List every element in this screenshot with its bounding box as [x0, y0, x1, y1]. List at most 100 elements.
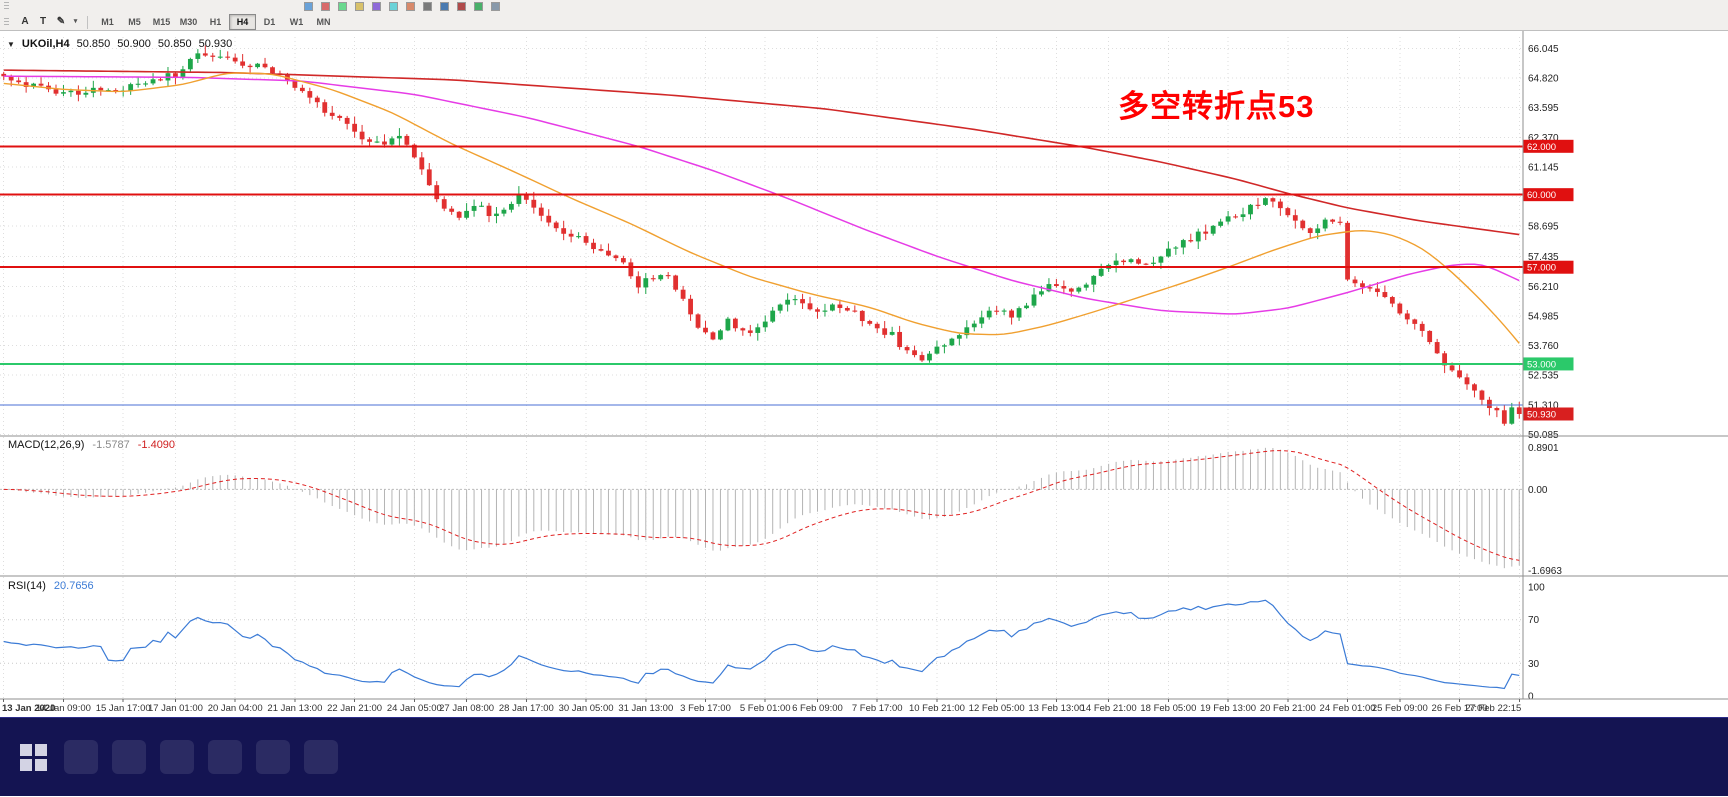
ohlc-low: 50.850 [157, 38, 192, 50]
candle [598, 249, 604, 251]
toolbar-icon[interactable] [457, 2, 466, 11]
chart-canvas[interactable]: 66.04564.82063.59562.37061.14559.92058.6… [0, 31, 1728, 717]
candle [501, 209, 507, 214]
candle [1151, 262, 1156, 264]
candle [852, 310, 858, 312]
taskbar-app-icon[interactable] [64, 740, 98, 774]
text-tool[interactable]: A [16, 14, 34, 30]
price-scale: 66.04564.82063.59562.37061.14559.92058.6… [1528, 44, 1562, 703]
candle [606, 250, 611, 256]
candle [1404, 313, 1410, 320]
candle [344, 117, 350, 124]
timeframe-button-m5[interactable]: M5 [121, 14, 148, 30]
candle [1300, 220, 1306, 229]
candle [643, 278, 649, 288]
candle [874, 323, 880, 329]
svg-text:14 Jan 09:00: 14 Jan 09:00 [36, 703, 91, 714]
candle [568, 233, 574, 237]
draw-tool-caret[interactable]: ▾ [70, 14, 81, 30]
toolbar-separator [87, 15, 88, 29]
candle [1083, 284, 1089, 288]
candle [1509, 407, 1515, 424]
toolbar-icon[interactable] [338, 2, 347, 11]
candle [441, 199, 447, 209]
timeframe-button-h4[interactable]: H4 [229, 14, 256, 30]
candle [591, 242, 596, 250]
svg-text:60.000: 60.000 [1527, 190, 1556, 201]
timeframe-button-h1[interactable]: H1 [202, 14, 229, 30]
taskbar-app-icon[interactable] [208, 740, 242, 774]
candle [8, 76, 14, 81]
svg-text:7 Feb 17:00: 7 Feb 17:00 [852, 703, 903, 714]
candle [807, 303, 813, 310]
candle [688, 298, 693, 315]
toolbar-icon[interactable] [304, 2, 313, 11]
annotation-text[interactable]: 多空转折点53 [1118, 89, 1315, 124]
toolbar-grip[interactable] [4, 2, 9, 11]
candle [785, 299, 791, 305]
candle [1024, 305, 1029, 309]
svg-text:57.435: 57.435 [1528, 252, 1559, 263]
timeframe-button-m15[interactable]: M15 [148, 14, 175, 30]
toolbar-icon[interactable] [440, 2, 449, 11]
candle [232, 57, 238, 62]
candle [367, 139, 372, 142]
timeframe-button-mn[interactable]: MN [310, 14, 337, 30]
toolbar-icon[interactable] [372, 2, 381, 11]
candle [1285, 208, 1291, 216]
candle [747, 330, 753, 333]
candle [695, 314, 701, 328]
chart-dropdown-icon[interactable]: ▼ [7, 40, 15, 49]
toolbar-icon[interactable] [423, 2, 432, 11]
toolbar-icon[interactable] [321, 2, 330, 11]
line-tools-grip[interactable] [4, 17, 9, 27]
standard-toolbar-icons [304, 2, 500, 11]
candle [613, 255, 619, 259]
toolbar-icon[interactable] [474, 2, 483, 11]
candle [180, 69, 186, 77]
candle [195, 53, 201, 59]
timeframe-button-m1[interactable]: M1 [94, 14, 121, 30]
svg-text:24 Feb 01:00: 24 Feb 01:00 [1320, 703, 1376, 714]
candle [1397, 303, 1403, 314]
candle [1315, 228, 1321, 234]
svg-text:31 Jan 13:00: 31 Jan 13:00 [618, 703, 673, 714]
candle [732, 318, 738, 329]
svg-text:26 Feb 17:00: 26 Feb 17:00 [1432, 703, 1488, 714]
candle [1158, 256, 1164, 263]
candle [1248, 204, 1253, 215]
toolbar-icon[interactable] [491, 2, 500, 11]
candle [434, 185, 440, 200]
svg-text:19 Feb 13:00: 19 Feb 13:00 [1200, 703, 1256, 714]
taskbar-app-icon[interactable] [112, 740, 146, 774]
text-label-tool[interactable]: T [34, 14, 52, 30]
candle [1487, 399, 1492, 409]
toolbar-icon[interactable] [406, 2, 415, 11]
draw-tool[interactable]: ✎ [52, 14, 70, 30]
candle [673, 275, 679, 290]
taskbar-app-icon[interactable] [160, 740, 194, 774]
candle [307, 91, 313, 98]
candle [1128, 259, 1134, 263]
svg-text:28 Jan 17:00: 28 Jan 17:00 [499, 703, 554, 714]
timeframe-button-m30[interactable]: M30 [175, 14, 202, 30]
svg-text:25 Feb 09:00: 25 Feb 09:00 [1372, 703, 1428, 714]
candle [971, 323, 977, 328]
candle [1046, 284, 1052, 292]
timeframe-button-w1[interactable]: W1 [283, 14, 310, 30]
taskbar-app-icon[interactable] [304, 740, 338, 774]
toolbar-icon[interactable] [355, 2, 364, 11]
candle [994, 310, 1000, 312]
candle [740, 328, 746, 331]
toolbar-icon[interactable] [389, 2, 398, 11]
candle [1419, 323, 1425, 331]
candle [1330, 219, 1336, 222]
svg-text:18 Feb 05:00: 18 Feb 05:00 [1140, 703, 1196, 714]
candle [98, 87, 104, 91]
timeframe-button-d1[interactable]: D1 [256, 14, 283, 30]
start-button[interactable] [16, 740, 50, 774]
moving-averages-layer [3, 69, 1520, 344]
candle [1, 73, 7, 77]
candle [710, 332, 716, 340]
taskbar-app-icon[interactable] [256, 740, 290, 774]
